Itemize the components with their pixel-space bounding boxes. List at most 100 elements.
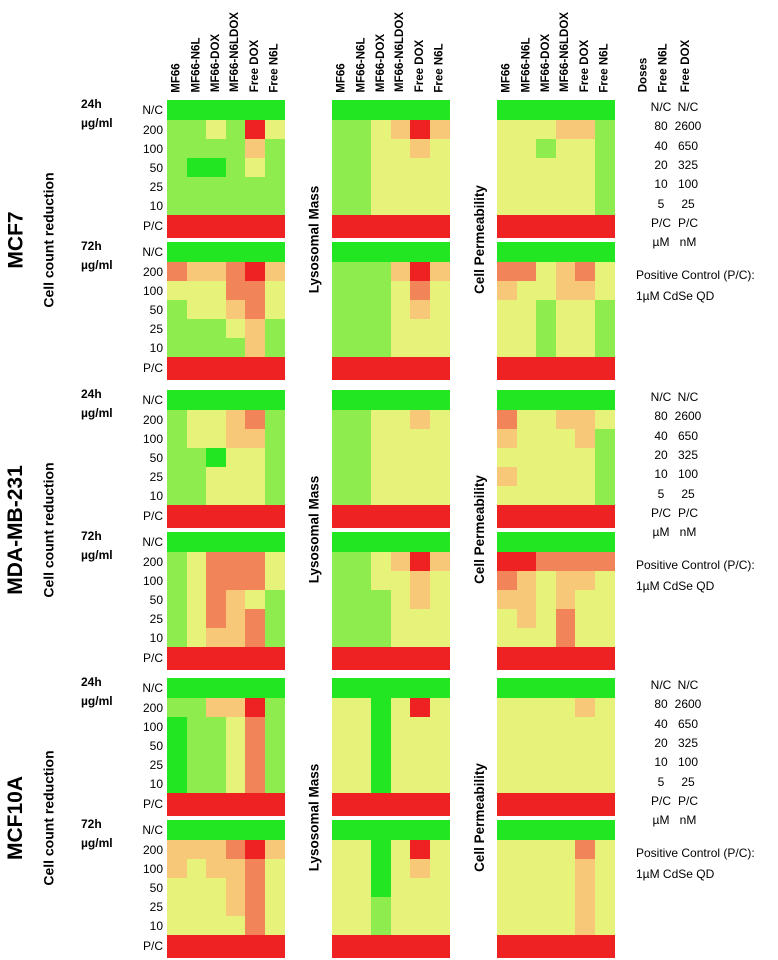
heatmap-cell [245,897,266,917]
heatmap-cell [410,647,431,670]
heatmap-cell [351,916,372,936]
heatmap-cell [390,532,411,553]
heatmap-cell [429,590,450,610]
heatmap-cell [516,215,537,238]
heatmap-cell [536,300,557,320]
heatmap-cell [594,609,615,629]
heatmap-cell [429,429,450,449]
heatmap-cell [410,935,431,958]
dose-dox: 650 [677,138,699,153]
heatmap-cell [332,486,353,506]
heatmap-cell [410,736,431,756]
heatmap-cell [186,158,207,178]
heatmap-cell [245,859,266,879]
heatmap-cell [555,916,576,936]
heatmap-cell [410,357,431,380]
heatmap-cell [410,196,431,216]
heatmap-cell [516,878,537,898]
unit-label: µg/ml [81,406,113,420]
heatmap-cell [264,429,285,449]
heatmap-cell [497,262,518,282]
cell-line-label: MCF10A [4,775,28,860]
heatmap-cell [206,935,227,958]
heatmap-cell [390,410,411,430]
heatmap-cell [167,755,188,775]
heatmap-cell [536,774,557,794]
heatmap-cell [225,300,246,320]
heatmap-cell [351,139,372,159]
heatmap-cell [575,410,596,430]
heatmap-cell [167,486,188,506]
heatmap-cell [264,120,285,140]
column-header: Free N6L [433,42,446,93]
heatmap-cell [186,215,207,238]
heatmap-cell [516,281,537,301]
row-label: 10 [149,630,163,645]
heatmap-cell [332,897,353,917]
dose-n6l: µM [652,813,670,828]
panel-title: Lysosomal Mass [306,185,322,294]
heatmap-cell [245,100,266,121]
heatmap-cell [245,338,266,358]
heatmap-cell [264,678,285,699]
heatmap-cell [410,338,431,358]
heatmap-cell [245,552,266,572]
heatmap-cell [516,505,537,528]
heatmap-cell [594,357,615,380]
heatmap-cell [186,242,207,263]
heatmap-cell [206,590,227,610]
heatmap-cell [264,448,285,468]
heatmap-cell [186,820,207,841]
heatmap-cell [536,390,557,411]
heatmap-cell [245,532,266,553]
heatmap-cell [516,840,537,860]
heatmap-cell [167,609,188,629]
heatmap-cell [594,215,615,238]
dose-dox: nM [679,235,697,250]
heatmap-cell [594,242,615,263]
heatmap-cell [536,262,557,282]
heatmap-cell [594,935,615,958]
heatmap-cell [371,609,392,629]
heatmap-cell [497,196,518,216]
heatmap-cell [225,609,246,629]
heatmap-cell [332,916,353,936]
heatmap-cell [167,774,188,794]
heatmap-cell [497,897,518,917]
heatmap-cell [264,357,285,380]
heatmap-cell [410,678,431,699]
heatmap-cell [575,300,596,320]
heatmap-cell [555,628,576,648]
heatmap-cell [429,647,450,670]
heatmap-cell [371,448,392,468]
heatmap-cell [575,717,596,737]
column-header: MF66-DOX [539,33,552,93]
heatmap-cell [516,139,537,159]
heatmap-cell [225,505,246,528]
heatmap-cell [206,897,227,917]
dose-n6l: 80 [654,119,668,134]
panel-title: Cell Permeability [471,185,487,294]
heatmap-cell [555,158,576,178]
row-label: 200 [142,264,163,279]
heatmap-cell [575,100,596,121]
heatmap-cell [167,357,188,380]
heatmap-cell [555,410,576,430]
heatmap-cell [555,448,576,468]
heatmap-cell [390,158,411,178]
heatmap-cell [351,215,372,238]
dose-n6l: 40 [654,138,668,153]
heatmap-cell [371,505,392,528]
heatmap-cell [429,532,450,553]
heatmap-cell [351,357,372,380]
heatmap-cell [225,410,246,430]
heatmap-cell [371,242,392,263]
heatmap-cell [245,319,266,339]
heatmap-cell [390,571,411,591]
heatmap-cell [555,139,576,159]
heatmap-cell [332,242,353,263]
heatmap-cell [536,897,557,917]
heatmap-cell [410,177,431,197]
heatmap-cell [186,357,207,380]
heatmap-cell [555,357,576,380]
